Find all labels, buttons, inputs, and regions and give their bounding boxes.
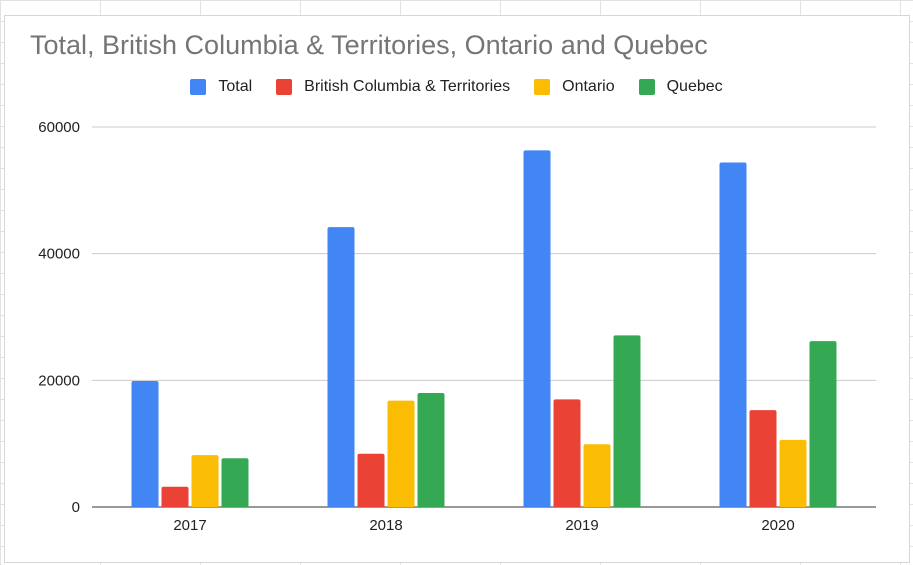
legend-item-total[interactable]: Total <box>190 78 252 96</box>
legend-item-quebec[interactable]: Quebec <box>638 78 723 96</box>
legend-label-british-columbia: British Columbia & Territories <box>304 78 511 95</box>
bar-total-2019[interactable] <box>523 150 551 507</box>
bar-quebec-2018[interactable] <box>417 393 445 507</box>
bar-british-columbia-territories-2018[interactable] <box>357 453 385 507</box>
bar-total-2020[interactable] <box>719 162 747 507</box>
legend-swatch-ontario <box>534 79 551 95</box>
legend-swatch-quebec <box>638 79 655 95</box>
legend-swatch-british-columbia <box>276 79 293 95</box>
y-tick-label: 0 <box>72 499 80 516</box>
x-tick-label: 2020 <box>761 517 794 534</box>
bar-total-2018[interactable] <box>327 227 355 508</box>
legend-item-british-columbia[interactable]: British Columbia & Territories <box>276 78 510 96</box>
legend-label-quebec: Quebec <box>666 78 723 95</box>
x-tick-label: 2018 <box>369 517 402 534</box>
chart-title: Total, British Columbia & Territories, O… <box>30 30 708 60</box>
chart-legend: Total British Columbia & Territories Ont… <box>0 78 913 96</box>
bar-total-2017[interactable] <box>131 380 159 507</box>
legend-item-ontario[interactable]: Ontario <box>534 78 615 96</box>
bar-quebec-2019[interactable] <box>613 335 641 507</box>
bar-ontario-2020[interactable] <box>779 439 807 507</box>
y-tick-label: 20000 <box>38 372 80 389</box>
y-tick-label: 40000 <box>38 246 80 263</box>
bar-british-columbia-territories-2020[interactable] <box>749 410 777 507</box>
bar-british-columbia-territories-2019[interactable] <box>553 399 581 507</box>
legend-label-total: Total <box>218 78 253 95</box>
bar-quebec-2020[interactable] <box>809 341 837 507</box>
y-tick-label: 60000 <box>38 119 80 136</box>
bar-british-columbia-territories-2017[interactable] <box>161 486 189 507</box>
x-tick-label: 2017 <box>173 517 206 534</box>
bar-quebec-2017[interactable] <box>221 458 249 507</box>
x-tick-label: 2019 <box>565 517 598 534</box>
legend-label-ontario: Ontario <box>562 78 615 95</box>
bar-ontario-2019[interactable] <box>583 444 611 507</box>
legend-swatch-total <box>190 79 207 95</box>
bar-ontario-2018[interactable] <box>387 400 415 507</box>
bar-ontario-2017[interactable] <box>191 455 219 507</box>
